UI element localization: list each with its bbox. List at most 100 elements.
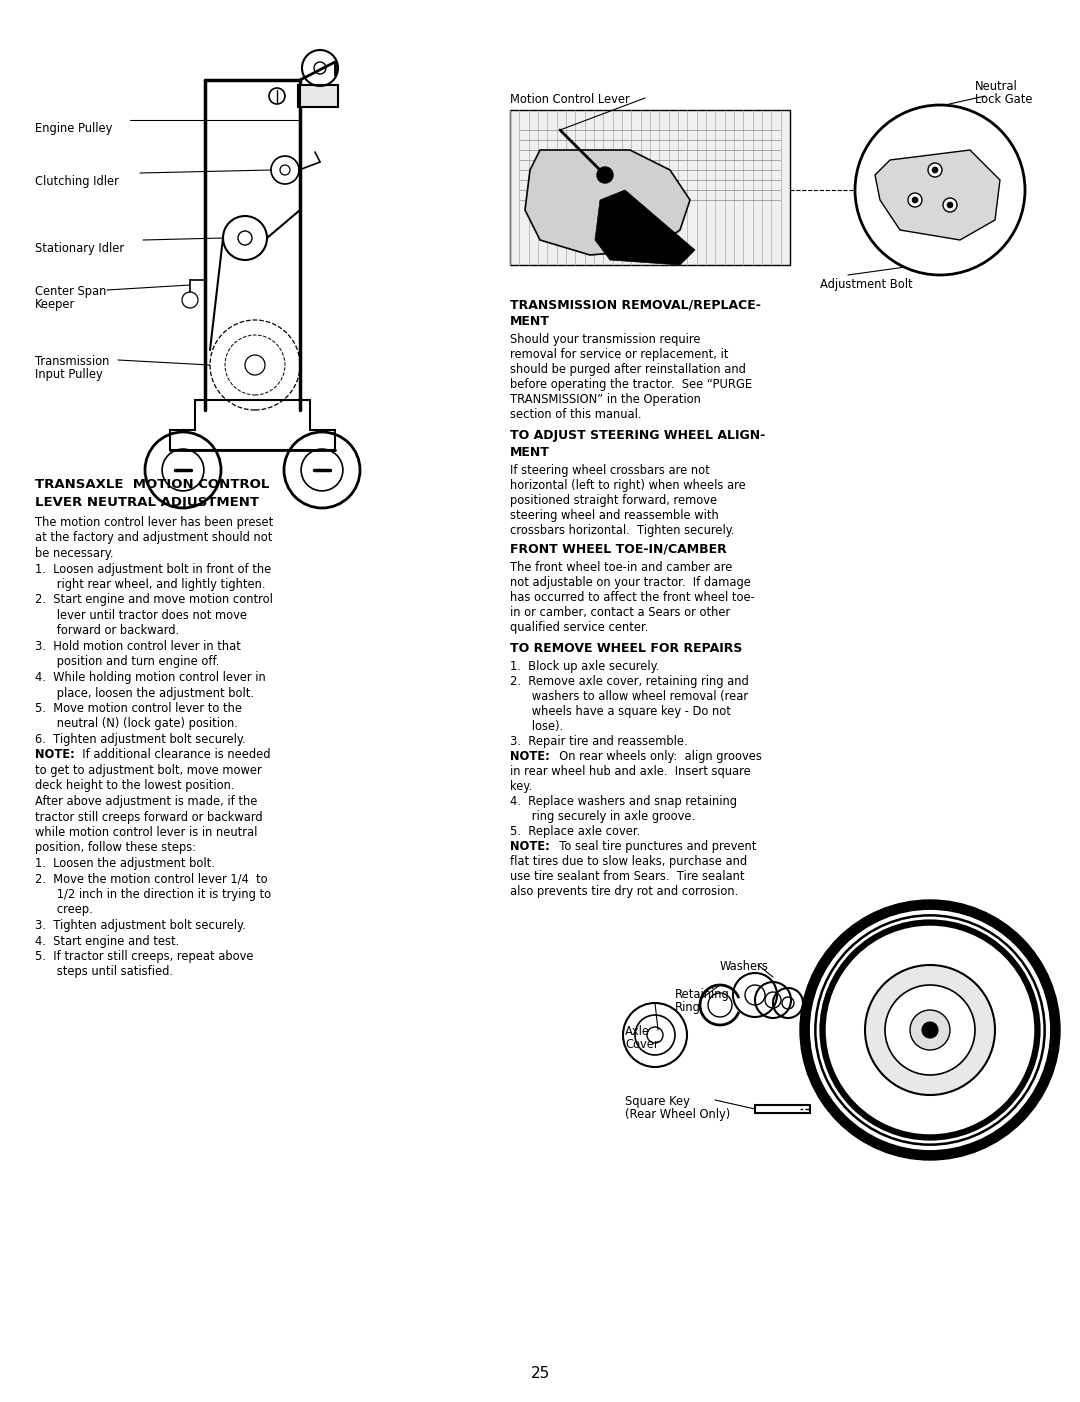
Text: Retaining: Retaining [675, 988, 730, 1001]
Text: TRANSMISSION” in the Operation: TRANSMISSION” in the Operation [510, 393, 701, 407]
Text: Engine Pulley: Engine Pulley [35, 122, 112, 135]
Text: be necessary.: be necessary. [35, 547, 113, 559]
Text: before operating the tractor.  See “PURGE: before operating the tractor. See “PURGE [510, 379, 752, 391]
Text: LEVER NEUTRAL ADJUSTMENT: LEVER NEUTRAL ADJUSTMENT [35, 496, 259, 509]
Text: FRONT WHEEL TOE-IN/CAMBER: FRONT WHEEL TOE-IN/CAMBER [510, 543, 727, 557]
Text: in or camber, contact a Sears or other: in or camber, contact a Sears or other [510, 606, 730, 620]
Text: MENT: MENT [510, 446, 550, 458]
Text: tractor still creeps forward or backward: tractor still creeps forward or backward [35, 810, 262, 823]
Text: flat tires due to slow leaks, purchase and: flat tires due to slow leaks, purchase a… [510, 855, 747, 868]
Text: 2.  Start engine and move motion control: 2. Start engine and move motion control [35, 593, 273, 607]
Text: Should your transmission require: Should your transmission require [510, 334, 701, 346]
Text: washers to allow wheel removal (rear: washers to allow wheel removal (rear [510, 690, 748, 702]
Text: should be purged after reinstallation and: should be purged after reinstallation an… [510, 363, 746, 376]
Bar [298, 86, 338, 107]
Text: not adjustable on your tractor.  If damage: not adjustable on your tractor. If damag… [510, 576, 751, 589]
Text: section of this manual.: section of this manual. [510, 408, 642, 421]
Text: The motion control lever has been preset: The motion control lever has been preset [35, 516, 273, 529]
Text: TRANSAXLE  MOTION CONTROL: TRANSAXLE MOTION CONTROL [35, 478, 269, 491]
Text: 4.  While holding motion control lever in: 4. While holding motion control lever in [35, 672, 266, 684]
Circle shape [922, 1022, 939, 1037]
Circle shape [910, 1009, 950, 1050]
Circle shape [825, 925, 1035, 1136]
Text: After above adjustment is made, if the: After above adjustment is made, if the [35, 795, 257, 808]
Text: 3.  Repair tire and reassemble.: 3. Repair tire and reassemble. [510, 735, 688, 749]
Text: Center Span: Center Span [35, 285, 106, 299]
Circle shape [269, 88, 285, 104]
Text: 3.  Hold motion control lever in that: 3. Hold motion control lever in that [35, 639, 241, 653]
Polygon shape [595, 191, 696, 265]
Text: 4.  Replace washers and snap retaining: 4. Replace washers and snap retaining [510, 795, 737, 808]
Text: NOTE:: NOTE: [510, 750, 550, 763]
Text: NOTE:: NOTE: [35, 749, 75, 761]
Text: 5.  Replace axle cover.: 5. Replace axle cover. [510, 824, 640, 838]
Text: Keeper: Keeper [35, 299, 76, 311]
Text: 1.  Loosen the adjustment bolt.: 1. Loosen the adjustment bolt. [35, 857, 215, 871]
Text: On rear wheels only:  align grooves: On rear wheels only: align grooves [552, 750, 761, 763]
Text: 25: 25 [530, 1367, 550, 1381]
Text: 1.  Loosen adjustment bolt in front of the: 1. Loosen adjustment bolt in front of th… [35, 562, 271, 575]
Text: 5.  Move motion control lever to the: 5. Move motion control lever to the [35, 702, 242, 715]
Text: If steering wheel crossbars are not: If steering wheel crossbars are not [510, 464, 710, 477]
Text: Transmission: Transmission [35, 355, 109, 367]
Text: key.: key. [510, 780, 532, 794]
Text: steering wheel and reassemble with: steering wheel and reassemble with [510, 509, 719, 522]
Circle shape [932, 167, 939, 172]
Text: lose).: lose). [510, 721, 564, 733]
Text: qualified service center.: qualified service center. [510, 621, 648, 634]
Text: MENT: MENT [510, 315, 550, 328]
Text: position, follow these steps:: position, follow these steps: [35, 841, 197, 854]
Text: 5.  If tractor still creeps, repeat above: 5. If tractor still creeps, repeat above [35, 951, 254, 963]
Text: Washers: Washers [720, 960, 769, 973]
Text: TRANSMISSION REMOVAL/REPLACE-: TRANSMISSION REMOVAL/REPLACE- [510, 299, 761, 311]
Text: crossbars horizontal.  Tighten securely.: crossbars horizontal. Tighten securely. [510, 524, 734, 537]
Text: also prevents tire dry rot and corrosion.: also prevents tire dry rot and corrosion… [510, 885, 739, 899]
Text: place, loosen the adjustment bolt.: place, loosen the adjustment bolt. [35, 687, 254, 700]
Text: ring securely in axle groove.: ring securely in axle groove. [510, 810, 696, 823]
Circle shape [928, 163, 942, 177]
Text: TO REMOVE WHEEL FOR REPAIRS: TO REMOVE WHEEL FOR REPAIRS [510, 642, 742, 655]
Text: Stationary Idler: Stationary Idler [35, 243, 124, 255]
Text: Neutral: Neutral [975, 80, 1017, 93]
Text: Adjustment Bolt: Adjustment Bolt [820, 278, 913, 292]
Text: lever until tractor does not move: lever until tractor does not move [35, 608, 247, 622]
Text: neutral (N) (lock gate) position.: neutral (N) (lock gate) position. [35, 718, 238, 730]
Text: If additional clearance is needed: If additional clearance is needed [75, 749, 270, 761]
Text: use tire sealant from Sears.  Tire sealant: use tire sealant from Sears. Tire sealan… [510, 871, 744, 883]
Text: Cover: Cover [625, 1037, 659, 1052]
Text: Input Pulley: Input Pulley [35, 367, 103, 381]
Polygon shape [525, 150, 690, 255]
Text: 1/2 inch in the direction it is trying to: 1/2 inch in the direction it is trying t… [35, 887, 271, 901]
Text: 2.  Move the motion control lever 1/4  to: 2. Move the motion control lever 1/4 to [35, 872, 268, 886]
Text: creep.: creep. [35, 903, 93, 917]
Text: while motion control lever is in neutral: while motion control lever is in neutral [35, 826, 257, 838]
Text: to get to adjustment bolt, move mower: to get to adjustment bolt, move mower [35, 764, 261, 777]
Text: 1.  Block up axle securely.: 1. Block up axle securely. [510, 660, 660, 673]
Text: forward or backward.: forward or backward. [35, 624, 179, 638]
Text: Lock Gate: Lock Gate [975, 93, 1032, 107]
Text: To seal tire punctures and prevent: To seal tire punctures and prevent [552, 840, 756, 852]
Circle shape [855, 105, 1025, 275]
Text: wheels have a square key - Do not: wheels have a square key - Do not [510, 705, 731, 718]
Text: Axle: Axle [625, 1025, 650, 1037]
Text: Ring: Ring [675, 1001, 701, 1014]
Text: position and turn engine off.: position and turn engine off. [35, 656, 219, 669]
Text: The front wheel toe-in and camber are: The front wheel toe-in and camber are [510, 561, 732, 573]
Text: right rear wheel, and lightly tighten.: right rear wheel, and lightly tighten. [35, 578, 266, 592]
Circle shape [865, 965, 995, 1095]
Text: in rear wheel hub and axle.  Insert square: in rear wheel hub and axle. Insert squar… [510, 765, 751, 778]
Text: 4.  Start engine and test.: 4. Start engine and test. [35, 935, 179, 948]
Text: 2.  Remove axle cover, retaining ring and: 2. Remove axle cover, retaining ring and [510, 674, 748, 688]
Text: deck height to the lowest position.: deck height to the lowest position. [35, 780, 234, 792]
Text: at the factory and adjustment should not: at the factory and adjustment should not [35, 531, 272, 544]
Circle shape [908, 193, 922, 207]
Circle shape [885, 986, 975, 1075]
Circle shape [912, 198, 918, 203]
Circle shape [597, 167, 613, 184]
Circle shape [947, 202, 953, 207]
Text: NOTE:: NOTE: [510, 840, 550, 852]
Text: Motion Control Lever: Motion Control Lever [510, 93, 630, 107]
Text: Clutching Idler: Clutching Idler [35, 175, 119, 188]
Text: (Rear Wheel Only): (Rear Wheel Only) [625, 1108, 730, 1122]
Text: positioned straight forward, remove: positioned straight forward, remove [510, 494, 717, 508]
